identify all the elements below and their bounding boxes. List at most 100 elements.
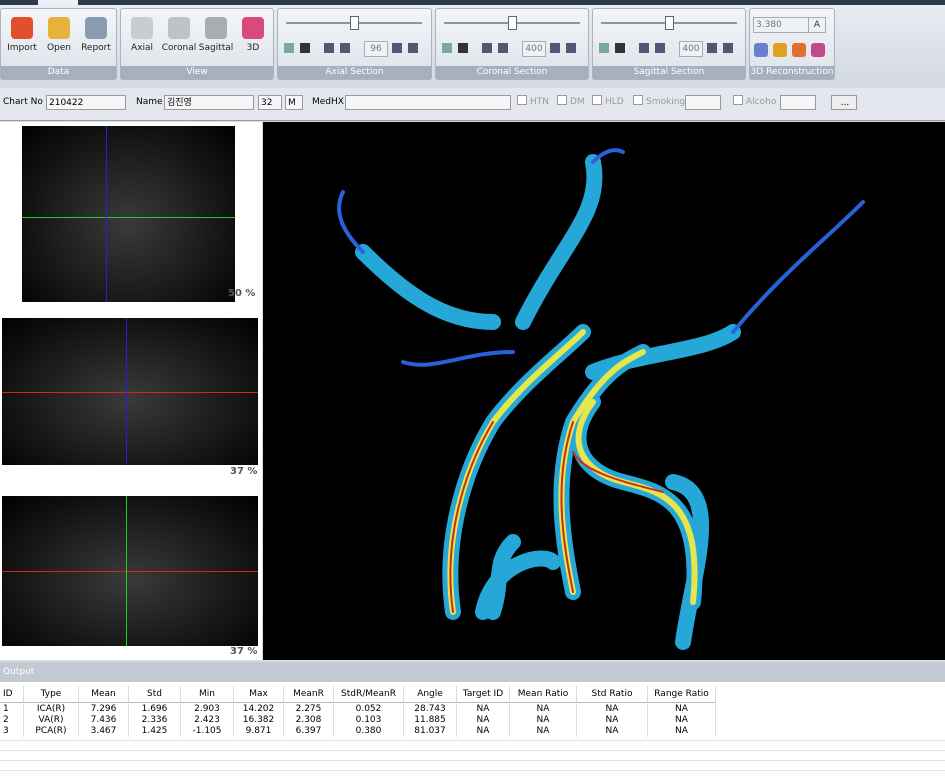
age-field[interactable]: 32 [258,95,282,110]
label: Name [136,97,163,107]
button-icon [131,17,153,39]
table-cell: NA [510,715,577,726]
nav-button[interactable] [324,43,334,53]
nav-button[interactable] [550,43,560,53]
ribbon-button[interactable]: Import [3,13,41,63]
button-label: 3D [246,43,260,53]
nav-button[interactable] [639,43,649,53]
table-cell: 3.467 [79,726,129,737]
nav-button[interactable] [392,43,402,53]
nav-button[interactable] [599,43,609,53]
button-icon [242,17,264,39]
nav-button[interactable] [284,43,294,53]
column-header: Std [129,686,181,702]
table-cell: 14.202 [234,704,284,715]
table-cell: 7.436 [79,715,129,726]
render-button[interactable] [811,43,825,57]
table-cell: 0.380 [334,726,404,737]
viewport-3d[interactable] [263,122,945,660]
table-cell: 2.423 [181,715,234,726]
column-header: Max [234,686,284,702]
checkbox[interactable]: DM [557,95,585,110]
button-label: Report [81,43,111,53]
ribbon-group: Data Import Open Report [0,8,117,80]
table-cell: NA [577,715,648,726]
table-cell: NA [457,704,510,715]
checkbox[interactable]: Smoking [633,95,685,110]
table-cell: 1.425 [129,726,181,737]
table-cell: NA [457,726,510,737]
slice-image[interactable] [22,126,235,302]
crosshair-h [2,571,258,572]
slice-value[interactable]: 400 [679,41,703,57]
column-header: ID [0,686,24,702]
table-cell: 0.052 [334,704,404,715]
table-cell: 11.885 [404,715,457,726]
slice-value[interactable]: 400 [522,41,546,57]
slice-value[interactable]: 96 [364,41,388,57]
nav-button[interactable] [498,43,508,53]
nav-button[interactable] [707,43,717,53]
slider-thumb[interactable] [508,16,517,30]
table-cell: 6.397 [284,726,334,737]
ribbon-button[interactable]: Sagittal [197,13,235,63]
table-cell: NA [577,704,648,715]
column-header: Range Ratio [648,686,716,702]
slider-thumb[interactable] [350,16,359,30]
slice-image[interactable] [2,496,258,646]
name-field[interactable]: 김진영 [164,95,254,110]
column-header: StdR/MeanR [334,686,404,702]
column-header: Mean [79,686,129,702]
column-header: MeanR [284,686,334,702]
ribbon-group: View Axial Coronal Sagittal 3D [120,8,274,80]
group-label: Coronal Section [436,66,588,79]
checkbox[interactable]: HLD [592,95,624,110]
nav-button[interactable] [482,43,492,53]
medhx-field[interactable] [345,95,511,110]
nav-button[interactable] [566,43,576,53]
table-cell: 2.275 [284,704,334,715]
nav-button[interactable] [340,43,350,53]
table-cell: 3 [0,726,24,737]
nav-button[interactable] [300,43,310,53]
ribbon-group: Sagittal Section 400 [592,8,746,80]
slider-thumb[interactable] [665,16,674,30]
group-label: 3D Reconstruction [750,66,834,79]
ribbon-button[interactable]: Coronal [160,13,198,63]
nav-button[interactable] [655,43,665,53]
checkbox[interactable]: Alcoho [733,95,776,110]
column-header: Type [24,686,79,702]
render-button[interactable] [792,43,806,57]
slice-image[interactable] [2,318,258,465]
render-button[interactable] [773,43,787,57]
alcohol-field[interactable] [780,95,816,110]
vessel-render [337,148,865,650]
group-label: View [121,66,273,79]
ribbon-button[interactable]: Report [77,13,115,63]
tab-strip [0,0,945,5]
ribbon-group: Axial Section 96 [277,8,432,80]
nav-button[interactable] [615,43,625,53]
render-button[interactable] [754,43,768,57]
ribbon-button[interactable]: Open [40,13,78,63]
nav-button[interactable] [458,43,468,53]
ribbon-button[interactable]: 3D [234,13,272,63]
value-box[interactable]: 3.380 [753,17,809,33]
chart-no-field[interactable]: 210422 [46,95,126,110]
nav-button[interactable] [408,43,418,53]
table-cell: VA(R) [24,715,79,726]
nav-button[interactable] [442,43,452,53]
more-button[interactable]: ... [831,95,857,110]
zoom-label: 50 % [228,288,256,299]
checkbox[interactable]: HTN [517,95,549,110]
label: MedHX [312,97,344,107]
auto-button[interactable]: A [808,17,826,33]
crosshair-h [2,392,258,393]
nav-button[interactable] [723,43,733,53]
smoking-field[interactable] [685,95,721,110]
sex-field[interactable]: M [285,95,303,110]
ribbon-button[interactable]: Axial [123,13,161,63]
active-tab[interactable] [38,0,78,5]
table-cell: 2.336 [129,715,181,726]
